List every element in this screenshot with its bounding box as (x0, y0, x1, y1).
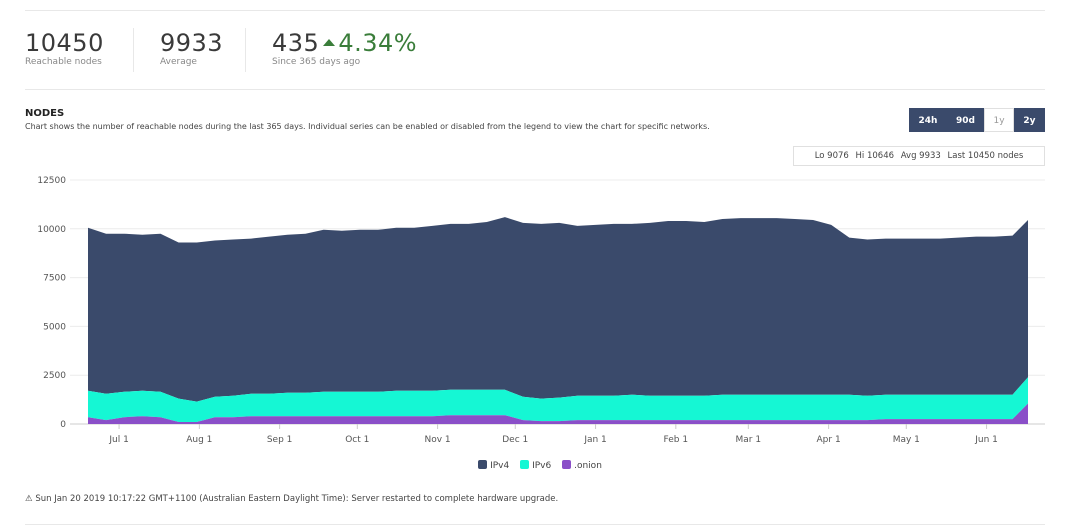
stat-value: 435 (272, 29, 320, 57)
y-tick-label: 2500 (43, 371, 66, 381)
note-text: Sun Jan 20 2019 10:17:22 GMT+1100 (Austr… (35, 494, 559, 504)
x-tick-label: Feb 1 (664, 435, 689, 445)
stat-divider (245, 28, 246, 72)
stat-delta: 4.34% (338, 29, 418, 57)
y-tick-label: 10000 (37, 225, 66, 235)
summary-hi: Hi 10646 (855, 151, 895, 161)
x-tick-label: Oct 1 (345, 435, 369, 445)
stat-label: Reachable nodes (25, 57, 102, 67)
x-tick-label: Mar 1 (736, 435, 762, 445)
legend-item-ipv6[interactable]: IPv6 (520, 460, 551, 471)
summary-box: Lo 9076 Hi 10646 Avg 9933 Last 10450 nod… (793, 146, 1045, 166)
section-title: NODES (25, 108, 65, 119)
stats-divider (25, 89, 1045, 90)
area-series-onion (88, 403, 1028, 424)
stat-label: Since 365 days ago (272, 57, 361, 67)
area-series-ipv6 (88, 377, 1028, 422)
x-tick-label: Apr 1 (817, 435, 841, 445)
range-1y-button[interactable]: 1y (984, 108, 1014, 132)
x-tick-label: Aug 1 (186, 435, 212, 445)
y-tick-label: 0 (60, 420, 66, 430)
section-description: Chart shows the number of reachable node… (25, 122, 710, 131)
stat-label: Average (160, 57, 197, 67)
area-series-ipv4 (88, 217, 1028, 402)
x-tick-label: Dec 1 (502, 435, 528, 445)
x-tick-label: Jan 1 (583, 435, 606, 445)
x-tick-label: Jun 1 (974, 435, 998, 445)
legend-item-ipv4[interactable]: IPv4 (478, 460, 509, 471)
y-tick-label: 7500 (43, 274, 66, 284)
x-tick-label: May 1 (893, 435, 920, 445)
legend-label: IPv6 (532, 461, 552, 471)
bottom-divider (25, 524, 1045, 525)
stat-value: 9933 (160, 29, 224, 57)
y-tick-label: 12500 (37, 176, 66, 186)
range-24h-button[interactable]: 24h (909, 108, 947, 132)
stat-change: 435 4.34% Since 365 days ago (272, 30, 417, 67)
legend-swatch (478, 460, 488, 469)
legend-swatch (562, 460, 572, 469)
legend-label: .onion (574, 461, 602, 471)
summary-avg: Avg 9933 (900, 151, 941, 161)
warning-icon: ⚠ (25, 494, 33, 504)
x-tick-label: Sep 1 (267, 435, 293, 445)
range-selector: 24h 90d 1y 2y (909, 108, 1045, 132)
stat-average: 9933 Average (160, 30, 223, 67)
legend-label: IPv4 (490, 461, 510, 471)
x-tick-label: Jul 1 (108, 435, 128, 445)
summary-lo: Lo 9076 (814, 151, 849, 161)
chart-legend: IPv4 IPv6 .onion (0, 460, 1080, 471)
stat-divider (133, 28, 134, 72)
event-note: ⚠ Sun Jan 20 2019 10:17:22 GMT+1100 (Aus… (25, 494, 558, 504)
legend-swatch (520, 460, 530, 469)
nodes-area-chart: 0 2500 5000 7500 10000 12500 Jul 1 Aug 1 Sep 1 O… (37, 176, 1045, 445)
top-divider (25, 10, 1045, 11)
stat-value: 10450 (25, 29, 104, 57)
stat-reachable: 10450 Reachable nodes (25, 30, 104, 67)
y-tick-label: 5000 (43, 322, 66, 332)
range-2y-button[interactable]: 2y (1014, 108, 1045, 132)
range-90d-button[interactable]: 90d (947, 108, 984, 132)
summary-last: Last 10450 nodes (947, 151, 1024, 161)
x-tick-label: Nov 1 (425, 435, 451, 445)
triangle-up-icon (323, 38, 336, 46)
legend-item-onion[interactable]: .onion (562, 460, 602, 471)
